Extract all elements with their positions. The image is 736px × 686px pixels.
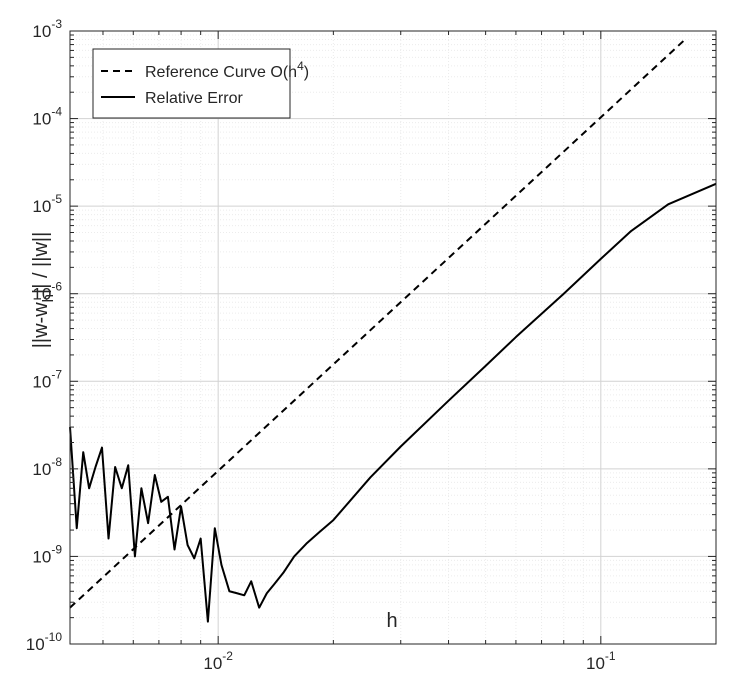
y-tick-label: 10-9: [32, 542, 62, 566]
series-layer: [69, 39, 717, 623]
x-tick-label-base: 10: [203, 654, 222, 673]
legend: Reference Curve O(h4) Relative Error: [92, 48, 309, 119]
y-tick-label-base: 10: [32, 197, 51, 216]
x-axis-label: h: [386, 610, 397, 632]
y-tick-label: 10-4: [32, 105, 62, 129]
y-tick-label-base: 10: [32, 460, 51, 479]
reference-curve-line: [69, 39, 685, 609]
y-tick-label-base: 10: [32, 285, 51, 304]
legend-entry-text: Reference Curve O(h: [145, 64, 297, 81]
y-tick-label: 10-3: [32, 17, 62, 41]
y-tick-label: 10-10: [26, 630, 63, 654]
y-tick-label: 10-7: [32, 367, 62, 391]
y-tick-label-exponent: -7: [51, 367, 62, 381]
relative-error-line: [69, 182, 717, 623]
y-tick-label-exponent: -4: [51, 105, 62, 119]
legend-entry-text: Relative Error: [145, 90, 243, 107]
y-tick-label-exponent: -3: [51, 17, 62, 31]
x-tick-label-base: 10: [586, 654, 605, 673]
y-tick-label-exponent: -6: [51, 280, 62, 294]
legend-box: [92, 48, 291, 119]
y-tick-label-base: 10: [32, 547, 51, 566]
y-tick-label-exponent: -8: [51, 455, 62, 469]
y-tick-label: 10-6: [32, 280, 62, 304]
y-axis-label-subscript: h: [40, 294, 57, 302]
y-tick-label-base: 10: [26, 635, 45, 654]
y-tick-label-base: 10: [32, 22, 51, 41]
plot-frame: [69, 30, 717, 645]
y-tick-label-exponent: -5: [51, 192, 62, 206]
legend-entry-label: Reference Curve O(h4): [145, 59, 309, 81]
y-axis-label: ||w-wh|| / ||w||: [30, 232, 57, 349]
y-tick-label: 10-5: [32, 192, 62, 216]
x-tick-label: 10-1: [586, 649, 616, 673]
tick-layer: 10-2 10-110-1010-910-810-710-610-510-410-…: [26, 17, 717, 673]
x-tick-label: 10-2: [203, 649, 233, 673]
y-tick-label-base: 10: [32, 110, 51, 129]
legend-entry-superscript: 4: [297, 59, 304, 73]
y-axis-label-part: || / ||w||: [30, 232, 52, 294]
y-tick-label-exponent: -10: [45, 630, 63, 644]
legend-entry-text: ): [304, 64, 309, 81]
x-tick-label-exponent: -2: [222, 649, 233, 663]
y-tick-label-exponent: -9: [51, 542, 62, 556]
y-axis-label-part: ||w-w: [30, 302, 52, 348]
y-tick-label: 10-8: [32, 455, 62, 479]
y-tick-label-base: 10: [32, 372, 51, 391]
legend-entry-label: Relative Error: [145, 90, 243, 107]
grid-layer: [70, 30, 717, 645]
x-tick-label-exponent: -1: [605, 649, 616, 663]
label-layer: h ||w-wh|| / ||w||: [30, 232, 398, 632]
